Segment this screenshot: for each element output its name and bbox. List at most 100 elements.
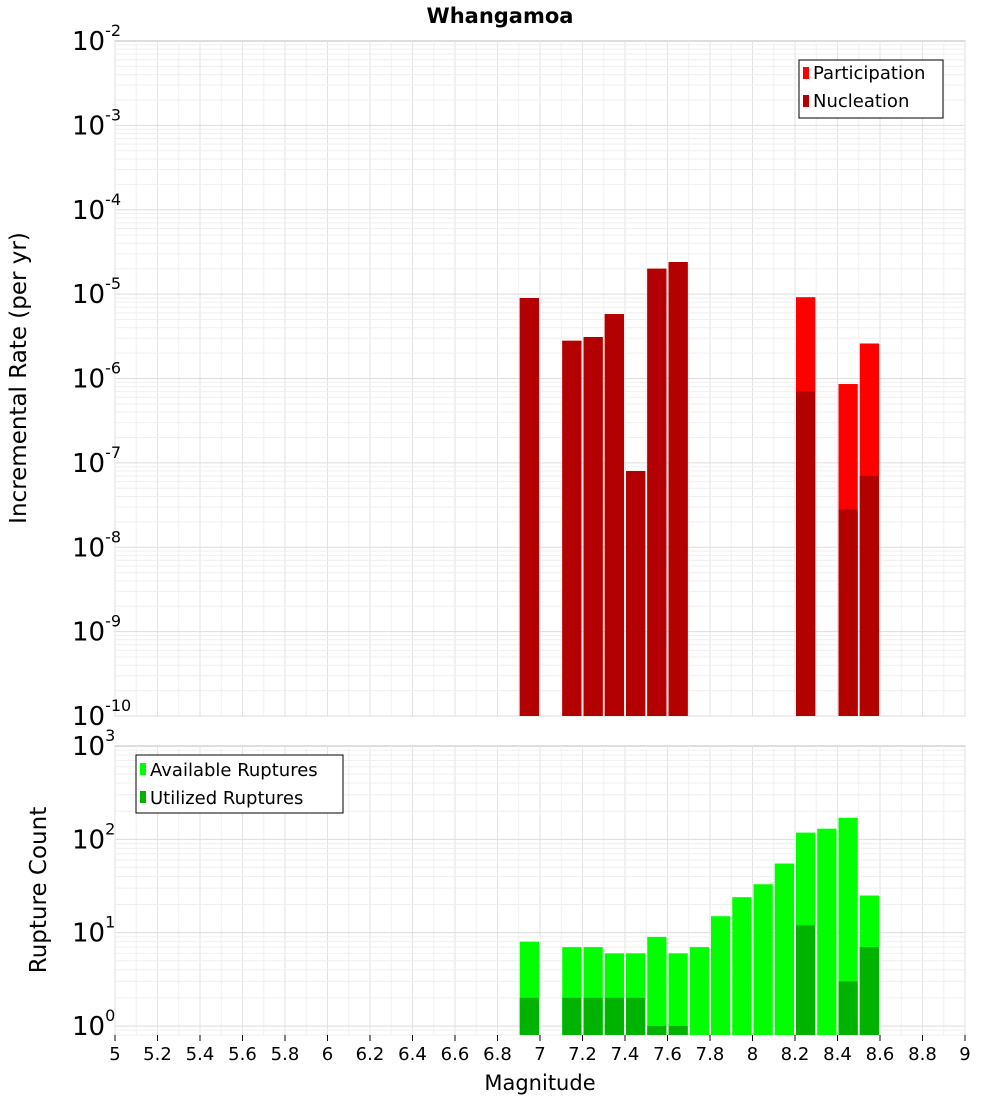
- top-y-tick-label: 10-3: [72, 105, 121, 141]
- bottom-y-tick-label: 100: [72, 1006, 115, 1042]
- bottom-bar-series1: [838, 817, 858, 1035]
- x-tick-label: 8.2: [781, 1044, 810, 1065]
- top-bar-series2: [562, 340, 582, 716]
- legend-swatch-available: [140, 763, 146, 775]
- x-tick-label: 8.8: [908, 1044, 937, 1065]
- x-tick-label: 7.4: [611, 1044, 640, 1065]
- bottom-y-tick-exponent: 1: [105, 913, 115, 932]
- top-y-tick-exponent: -4: [105, 190, 121, 209]
- legend-label-utilized: Utilized Ruptures: [150, 788, 303, 809]
- bottom-bar-series2: [859, 947, 879, 1035]
- top-y-tick-label: 10-8: [72, 527, 121, 563]
- chart-title: Whangamoa: [427, 4, 574, 28]
- top-y-tick-label: 10-9: [72, 612, 121, 648]
- bottom-y-tick-label: 102: [72, 819, 115, 855]
- bottom-bar-series2: [583, 997, 603, 1035]
- bottom-legend: Available Ruptures Utilized Ruptures: [135, 754, 344, 814]
- bottom-bar-series2: [604, 997, 624, 1035]
- top-y-tick-exponent: -2: [105, 21, 121, 40]
- bottom-bar-series2: [796, 925, 816, 1035]
- bottom-bars: [519, 817, 879, 1035]
- x-tick-label: 9: [959, 1044, 970, 1065]
- top-y-tick-label: 10-6: [72, 359, 121, 395]
- x-tick-label: 8: [747, 1044, 758, 1065]
- legend-label-participation: Participation: [813, 63, 925, 84]
- bottom-bar-series1: [711, 916, 731, 1035]
- x-tick-label: 7.8: [696, 1044, 725, 1065]
- top-y-axis-label: Incremental Rate (per yr): [6, 232, 32, 524]
- bottom-bar-series2: [668, 1025, 688, 1035]
- top-y-tick-label: 10-2: [72, 21, 121, 57]
- top-bar-series2: [796, 391, 816, 716]
- top-y-tick-label: 10-5: [72, 274, 121, 310]
- top-legend-box: [798, 59, 944, 119]
- bottom-bar-series1: [817, 828, 837, 1035]
- top-y-tick-exponent: -7: [105, 443, 121, 462]
- legend-label-nucleation: Nucleation: [813, 91, 909, 112]
- x-tick-label: 7: [534, 1044, 545, 1065]
- top-bar-series2: [583, 337, 603, 716]
- bottom-bar-series1: [647, 936, 667, 1035]
- x-axis-label: Magnitude: [484, 1071, 595, 1095]
- top-bar-series2: [604, 314, 624, 716]
- bottom-bar-series1: [689, 947, 709, 1035]
- x-tick-label: 6.4: [398, 1044, 427, 1065]
- bottom-y-tick-exponent: 0: [105, 1006, 115, 1025]
- bottom-y-tick-label: 103: [72, 726, 115, 762]
- x-axis-ticks: 5 5.2 5.4 5.6 5.8 6 6.2 6.4 6.6 6.8 7 7.2 7.4 7.6 7.8 8…: [109, 1035, 971, 1065]
- top-bar-series2: [647, 268, 667, 716]
- top-y-tick-exponent: -5: [105, 274, 121, 293]
- top-grid: [114, 41, 966, 717]
- top-y-tick-label: 10-4: [72, 190, 121, 226]
- legend-label-available: Available Ruptures: [150, 760, 318, 781]
- top-y-tick-exponent: -3: [105, 105, 121, 124]
- bottom-bar-series2: [838, 981, 858, 1035]
- bottom-y-tick-label: 101: [72, 913, 115, 949]
- bottom-y-tick-exponent: 2: [105, 819, 115, 838]
- x-tick-label: 5.2: [143, 1044, 172, 1065]
- top-y-tick-exponent: -6: [105, 359, 121, 378]
- bottom-bar-series1: [753, 884, 773, 1035]
- x-tick-label: 6.6: [441, 1044, 470, 1065]
- bottom-bar-series2: [519, 997, 539, 1035]
- x-tick-label: 6.2: [356, 1044, 385, 1065]
- top-panel: 10-10 10-9 10-8 10-7 10-6 10-5 10-4 10-3 10-2 In…: [6, 21, 966, 732]
- top-y-tick-exponent: -8: [105, 527, 121, 546]
- top-bar-series2: [626, 471, 646, 716]
- x-tick-label: 5.8: [271, 1044, 300, 1065]
- bottom-bar-series2: [562, 997, 582, 1035]
- x-tick-label: 6: [322, 1044, 333, 1065]
- bottom-y-axis-label: Rupture Count: [26, 807, 52, 973]
- top-bar-series2: [859, 475, 879, 716]
- top-y-tick-exponent: -10: [105, 696, 131, 715]
- bottom-bar-series1: [668, 953, 688, 1035]
- x-tick-label: 5.4: [186, 1044, 215, 1065]
- x-tick-label: 7.6: [653, 1044, 682, 1065]
- top-bars: [519, 262, 879, 716]
- bottom-bar-series1: [774, 863, 794, 1035]
- top-bar-series2: [519, 297, 539, 716]
- bottom-bar-series1: [732, 897, 752, 1035]
- top-y-tick-exponent: -9: [105, 612, 121, 631]
- x-tick-label: 8.6: [866, 1044, 895, 1065]
- x-tick-label: 6.8: [483, 1044, 512, 1065]
- top-y-tick-label: 10-10: [72, 696, 131, 732]
- bottom-legend-box: [135, 754, 344, 814]
- bottom-y-tick-exponent: 3: [105, 726, 115, 745]
- legend-swatch-nucleation: [803, 95, 809, 107]
- top-bar-series2: [838, 509, 858, 716]
- top-y-ticks: 10-10 10-9 10-8 10-7 10-6 10-5 10-4 10-3 10-2: [72, 21, 131, 732]
- legend-swatch-participation: [803, 67, 809, 79]
- legend-swatch-utilized: [140, 791, 146, 803]
- x-tick-label: 5: [109, 1044, 120, 1065]
- top-legend: Participation Nucleation: [798, 59, 944, 119]
- x-tick-label: 8.4: [823, 1044, 852, 1065]
- bottom-bar-series2: [626, 997, 646, 1035]
- bottom-bar-series2: [647, 1025, 667, 1035]
- top-bar-series2: [668, 262, 688, 716]
- x-tick-label: 7.2: [568, 1044, 597, 1065]
- top-y-tick-label: 10-7: [72, 443, 121, 479]
